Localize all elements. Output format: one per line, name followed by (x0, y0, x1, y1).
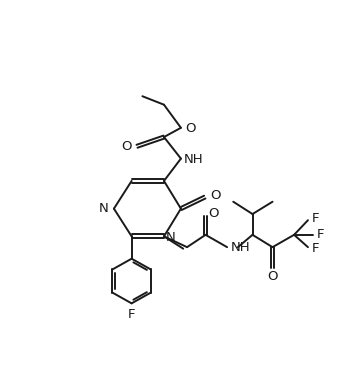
Text: NH: NH (231, 241, 251, 254)
Text: F: F (128, 308, 135, 321)
Text: O: O (267, 270, 278, 283)
Text: N: N (99, 202, 109, 215)
Text: O: O (121, 140, 132, 153)
Text: O: O (209, 207, 219, 220)
Text: NH: NH (184, 153, 203, 166)
Text: F: F (316, 228, 324, 241)
Text: N: N (165, 231, 175, 244)
Text: O: O (210, 189, 221, 202)
Text: O: O (185, 122, 195, 135)
Text: F: F (312, 242, 319, 255)
Text: F: F (312, 212, 319, 225)
